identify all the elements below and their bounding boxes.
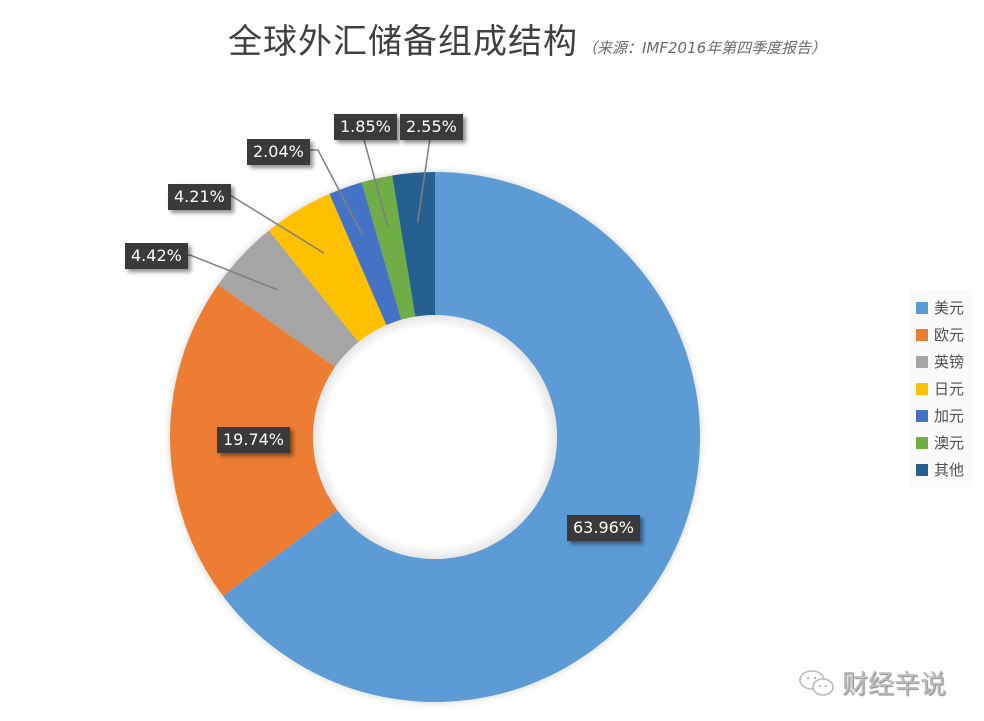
legend-swatch-usd: [916, 301, 928, 314]
legend-swatch-cad: [916, 409, 928, 422]
legend-swatch-other: [916, 463, 928, 476]
legend-item-eur[interactable]: 欧元: [916, 321, 964, 348]
leader-line-cad: [308, 149, 363, 236]
slice-gbp[interactable]: [218, 230, 359, 367]
chart-title: 全球外汇储备组成结构: [228, 22, 578, 62]
legend-label: 日元: [934, 380, 965, 398]
legend-label: 加元: [934, 407, 965, 425]
legend-swatch-eur: [916, 328, 928, 341]
legend-item-jpy[interactable]: 日元: [916, 375, 964, 402]
slice-aud[interactable]: [361, 175, 416, 320]
data-label-aud: 1.85%: [334, 114, 397, 140]
legend-swatch-aud: [916, 436, 928, 449]
legend-item-gbp[interactable]: 英镑: [916, 348, 964, 375]
legend-item-aud[interactable]: 澳元: [916, 429, 964, 456]
legend-label: 澳元: [934, 434, 965, 452]
leader-line-other: [416, 137, 431, 223]
leader-line-aud: [359, 124, 389, 228]
watermark: 财经辛说: [798, 664, 946, 701]
legend-item-usd[interactable]: 美元: [916, 294, 964, 321]
watermark-text: 财经辛说: [842, 670, 947, 700]
data-label-other: 2.55%: [400, 114, 463, 140]
donut-slices: [169, 172, 701, 703]
data-label-gbp: 4.42%: [125, 243, 188, 269]
legend-label: 欧元: [934, 326, 965, 344]
donut-hole: [313, 315, 557, 559]
legend-item-other[interactable]: 其他: [916, 456, 964, 483]
slice-usd[interactable]: [223, 172, 701, 703]
legend-swatch-jpy: [916, 382, 928, 395]
slice-other[interactable]: [392, 172, 435, 317]
legend-label: 其他: [934, 461, 965, 479]
legend-label: 英镑: [934, 353, 965, 371]
chart-legend: 美元 欧元 英镑 日元 加元 澳元 其他: [910, 290, 973, 487]
data-label-jpy: 4.21%: [168, 184, 231, 210]
chart-title-block: 全球外汇储备组成结构 （来源：IMF2016年第四季度报告）: [228, 14, 826, 63]
chart-subtitle: （来源：IMF2016年第四季度报告）: [582, 39, 827, 57]
wechat-icon: [799, 669, 834, 696]
data-label-usd: 63.96%: [567, 515, 641, 541]
legend-label: 美元: [934, 299, 965, 317]
data-label-eur: 19.74%: [217, 427, 291, 453]
legend-item-cad[interactable]: 加元: [916, 402, 964, 429]
legend-swatch-gbp: [916, 355, 928, 368]
slice-cad[interactable]: [329, 182, 402, 326]
data-label-cad: 2.04%: [247, 139, 310, 165]
slice-jpy[interactable]: [268, 193, 387, 342]
